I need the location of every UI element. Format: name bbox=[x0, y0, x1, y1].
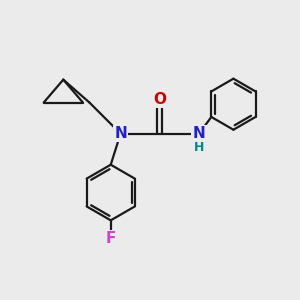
Text: O: O bbox=[153, 92, 166, 107]
Text: N: N bbox=[193, 126, 206, 141]
Text: F: F bbox=[106, 231, 116, 246]
Text: N: N bbox=[114, 126, 127, 141]
Text: H: H bbox=[194, 141, 204, 154]
